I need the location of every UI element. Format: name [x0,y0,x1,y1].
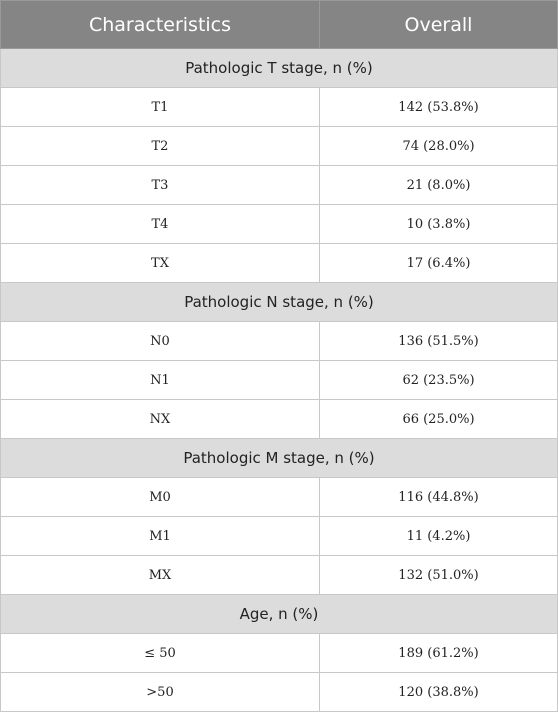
data-row: M0 116 (44.8%) [0,477,558,517]
label-cell: T3 [0,165,320,205]
value-cell: 21 (8.0%) [319,165,558,205]
data-row: ≤ 50 189 (61.2%) [0,633,558,673]
value-cell: 17 (6.4%) [319,243,558,283]
label-cell: MX [0,555,320,595]
data-row: N1 62 (23.5%) [0,360,558,400]
data-row: N0 136 (51.5%) [0,321,558,361]
value-cell: 136 (51.5%) [319,321,558,361]
label-cell: M1 [0,516,320,556]
data-row: NX 66 (25.0%) [0,399,558,439]
section-title: Pathologic N stage, n (%) [0,282,558,322]
data-row: >50 120 (38.8%) [0,672,558,712]
label-cell: N1 [0,360,320,400]
table-body: Pathologic T stage, n (%) T1 142 (53.8%) T2… [0,48,558,712]
label-cell: ≤ 50 [0,633,320,673]
value-cell: 10 (3.8%) [319,204,558,244]
label-cell: TX [0,243,320,283]
data-row: TX 17 (6.4%) [0,243,558,283]
value-cell: 142 (53.8%) [319,87,558,127]
label-cell: T2 [0,126,320,166]
data-row: MX 132 (51.0%) [0,555,558,595]
data-row: T1 142 (53.8%) [0,87,558,127]
section-row: Age, n (%) [0,594,558,634]
value-cell: 11 (4.2%) [319,516,558,556]
label-cell: T1 [0,87,320,127]
value-cell: 120 (38.8%) [319,672,558,712]
data-row: T4 10 (3.8%) [0,204,558,244]
section-title: Pathologic T stage, n (%) [0,48,558,88]
value-cell: 74 (28.0%) [319,126,558,166]
section-row: Pathologic T stage, n (%) [0,48,558,88]
value-cell: 66 (25.0%) [319,399,558,439]
data-row: T2 74 (28.0%) [0,126,558,166]
data-row: M1 11 (4.2%) [0,516,558,556]
label-cell: M0 [0,477,320,517]
label-cell: NX [0,399,320,439]
label-cell: N0 [0,321,320,361]
section-title: Age, n (%) [0,594,558,634]
value-cell: 62 (23.5%) [319,360,558,400]
section-row: Pathologic M stage, n (%) [0,438,558,478]
header-row: Characteristics Overall [0,0,558,49]
label-cell: >50 [0,672,320,712]
section-title: Pathologic M stage, n (%) [0,438,558,478]
value-cell: 132 (51.0%) [319,555,558,595]
data-row: T3 21 (8.0%) [0,165,558,205]
label-cell: T4 [0,204,320,244]
header-cell: Overall [319,0,558,49]
header-cell: Characteristics [0,0,320,49]
value-cell: 116 (44.8%) [319,477,558,517]
value-cell: 189 (61.2%) [319,633,558,673]
section-row: Pathologic N stage, n (%) [0,282,558,322]
